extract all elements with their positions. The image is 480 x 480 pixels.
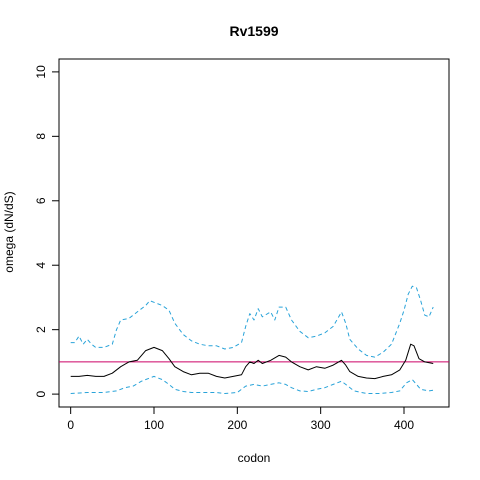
y-axis: 0 2 4 6 8 10 [34, 65, 60, 397]
series-group [70, 285, 434, 394]
y-tick-label: 2 [34, 326, 48, 333]
y-tick-label: 0 [34, 390, 48, 397]
series-line-bound-2 [70, 375, 434, 394]
x-tick-label: 400 [394, 418, 414, 432]
x-tick-label: 0 [67, 418, 74, 432]
x-axis: 0 100 200 300 400 [67, 406, 414, 432]
y-axis-label: omega (dN/dS) [2, 191, 16, 272]
chart-title: Rv1599 [229, 23, 278, 39]
y-tick-label: 8 [34, 133, 48, 140]
y-tick-label: 4 [34, 262, 48, 269]
series-line-bound-1 [70, 285, 434, 358]
y-tick-label: 10 [34, 65, 48, 79]
x-tick-label: 300 [311, 418, 331, 432]
x-tick-label: 100 [144, 418, 164, 432]
x-axis-label: codon [238, 451, 271, 465]
y-tick-label: 6 [34, 197, 48, 204]
x-tick-label: 200 [227, 418, 247, 432]
series-line-omega [70, 343, 434, 380]
